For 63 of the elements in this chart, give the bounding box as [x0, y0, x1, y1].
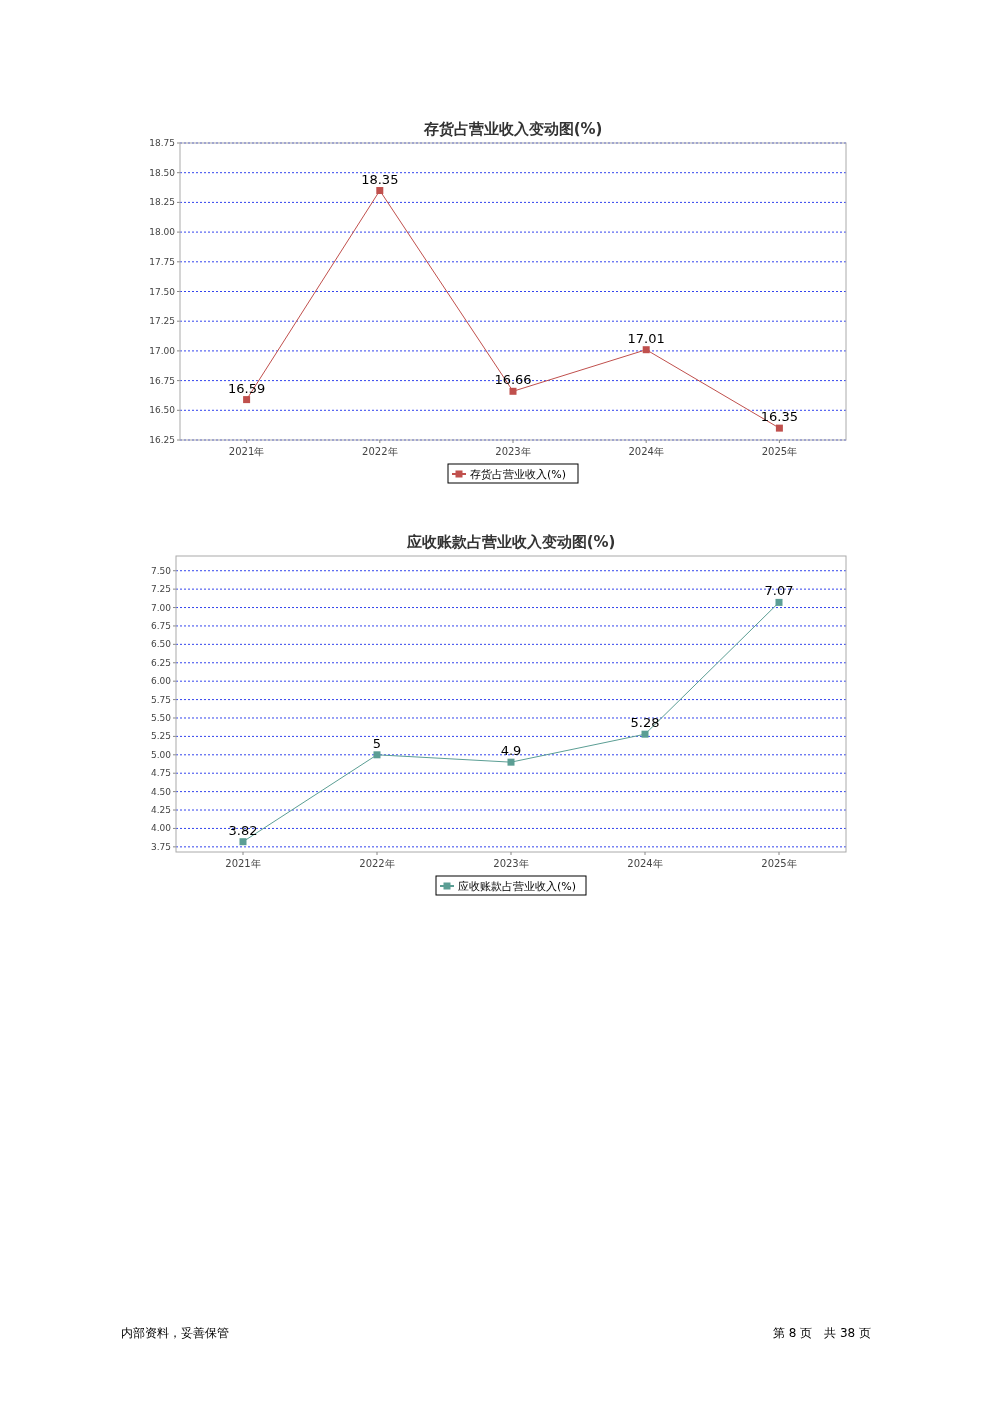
y-tick-label: 17.75	[149, 256, 175, 267]
data-label: 16.66	[494, 372, 532, 388]
data-label: 5	[372, 735, 382, 751]
y-tick-label: 17.00	[149, 345, 176, 356]
y-tick-label: 4.25	[150, 805, 171, 816]
y-tick-label: 7.50	[150, 565, 172, 576]
x-tick-label: 2024年	[627, 858, 663, 869]
point	[509, 387, 517, 395]
point	[507, 758, 515, 766]
x-tick-label: 2023年	[495, 446, 531, 457]
point	[373, 751, 381, 759]
y-tick-label: 6.50	[150, 639, 172, 650]
y-tick-label: 6.25	[150, 657, 171, 668]
y-tick-label: 6.00	[150, 676, 172, 687]
y-tick-label: 18.75	[149, 138, 175, 148]
data-label: 7.07	[764, 583, 794, 599]
y-tick-label: 7.25	[150, 584, 171, 595]
point	[239, 838, 247, 846]
data-label: 17.01	[627, 330, 665, 346]
y-tick-label: 6.75	[150, 620, 171, 631]
y-tick-label: 18.50	[149, 167, 176, 178]
data-label: 16.59	[227, 380, 266, 396]
chart-title: 存货占营业收入变动图(%)	[422, 120, 603, 138]
y-tick-label: 5.50	[150, 712, 172, 723]
point	[641, 730, 649, 738]
chart-title: 应收账款占营业收入变动图(%)	[405, 533, 616, 551]
y-tick-label: 5.75	[150, 694, 171, 705]
x-tick-label: 2023年	[493, 858, 529, 869]
y-tick-label: 17.25	[149, 316, 175, 327]
y-tick-label: 4.00	[150, 823, 172, 834]
x-tick-label: 2025年	[761, 446, 798, 457]
data-label: 16.35	[760, 409, 799, 425]
y-tick-label: 4.75	[150, 768, 171, 779]
y-tick-label: 18.25	[149, 197, 175, 208]
y-tick-label: 4.50	[150, 786, 172, 797]
data-label: 4.9	[500, 743, 522, 759]
x-tick-label: 2024年	[628, 446, 664, 457]
data-label: 5.28	[630, 715, 660, 731]
legend-label: 应收账款占营业收入(%)	[458, 880, 577, 893]
point	[775, 598, 783, 606]
legend-label: 存货占营业收入(%)	[470, 468, 567, 481]
point	[775, 424, 783, 432]
y-tick-label: 3.75	[150, 841, 171, 852]
x-tick-label: 2022年	[362, 446, 398, 457]
data-label: 18.35	[361, 171, 399, 187]
y-tick-label: 16.75	[149, 375, 175, 386]
x-tick-label: 2021年	[228, 446, 265, 457]
y-tick-label: 5.00	[150, 749, 172, 760]
x-tick-label: 2021年	[225, 858, 261, 869]
point	[243, 396, 251, 404]
data-label: 3.82	[228, 822, 258, 838]
y-tick-label: 7.00	[150, 602, 172, 613]
text: 内部资料，妥善保管	[121, 1326, 229, 1340]
x-tick-label: 2022年	[359, 858, 395, 869]
text: 第 8 页 共 38 页	[772, 1326, 871, 1340]
y-tick-label: 18.00	[149, 227, 176, 238]
y-tick-label: 16.50	[149, 405, 176, 416]
point	[642, 346, 650, 354]
y-tick-label: 17.50	[149, 286, 176, 297]
point	[376, 187, 384, 195]
x-tick-label: 2025年	[761, 858, 797, 869]
y-tick-label: 16.25	[149, 435, 175, 445]
y-tick-label: 5.25	[150, 731, 171, 742]
